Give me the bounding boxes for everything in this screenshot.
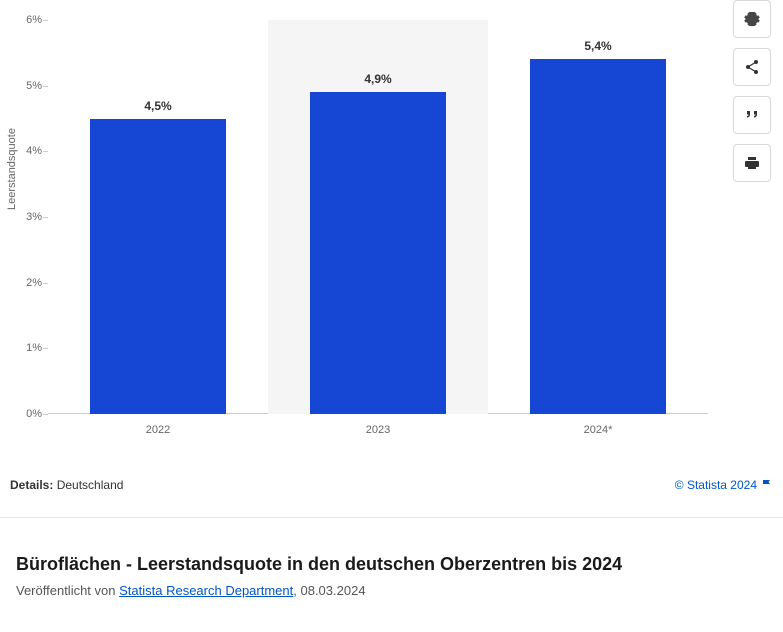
y-tick-label: 5%	[14, 80, 42, 92]
details-label: Details:	[10, 478, 53, 492]
print-button[interactable]	[733, 144, 771, 182]
cite-button[interactable]	[733, 96, 771, 134]
bar[interactable]: 5,4%	[530, 59, 666, 414]
print-icon	[744, 155, 760, 171]
y-tick-label: 1%	[14, 342, 42, 354]
x-tick-label: 2023	[366, 424, 390, 436]
y-tick	[43, 86, 48, 87]
quote-icon	[744, 107, 760, 123]
y-tick-label: 6%	[14, 14, 42, 26]
y-tick-label: 0%	[14, 408, 42, 420]
y-tick	[43, 20, 48, 21]
chart-panel: Leerstandsquote 0%1%2%3%4%5%6%4,5%20224,…	[0, 0, 783, 518]
details-region: Deutschland	[57, 478, 124, 492]
share-icon	[744, 59, 760, 75]
gear-icon	[744, 11, 760, 27]
y-tick	[43, 283, 48, 284]
y-axis-label: Leerstandsquote	[6, 128, 18, 210]
action-buttons	[733, 0, 771, 182]
y-tick-label: 4%	[14, 145, 42, 157]
byline-prefix: Veröffentlicht von	[16, 583, 119, 598]
x-tick-label: 2024*	[584, 424, 613, 436]
settings-button[interactable]	[733, 0, 771, 38]
y-tick-label: 3%	[14, 211, 42, 223]
flag-icon	[761, 479, 773, 491]
bar[interactable]: 4,9%	[310, 92, 446, 414]
bar-value-label: 4,9%	[310, 72, 446, 86]
details-row: Details: Deutschland © Statista 2024	[10, 478, 773, 492]
byline-author-link[interactable]: Statista Research Department	[119, 583, 293, 598]
x-tick-label: 2022	[146, 424, 170, 436]
title-block: Büroflächen - Leerstandsquote in den deu…	[0, 540, 783, 612]
bar-value-label: 4,5%	[90, 99, 226, 113]
y-tick	[43, 151, 48, 152]
y-tick	[43, 217, 48, 218]
page-title: Büroflächen - Leerstandsquote in den deu…	[16, 554, 767, 575]
details-text: Details: Deutschland	[10, 478, 123, 492]
y-tick-label: 2%	[14, 277, 42, 289]
byline: Veröffentlicht von Statista Research Dep…	[16, 583, 767, 598]
y-tick	[43, 414, 48, 415]
y-tick	[43, 348, 48, 349]
plot-area: 0%1%2%3%4%5%6%4,5%20224,9%20235,4%2024*	[48, 20, 708, 414]
bar-value-label: 5,4%	[530, 39, 666, 53]
copyright[interactable]: © Statista 2024	[675, 478, 773, 492]
copyright-text: © Statista 2024	[675, 478, 757, 492]
bar[interactable]: 4,5%	[90, 119, 226, 415]
share-button[interactable]	[733, 48, 771, 86]
byline-date: 08.03.2024	[300, 583, 365, 598]
